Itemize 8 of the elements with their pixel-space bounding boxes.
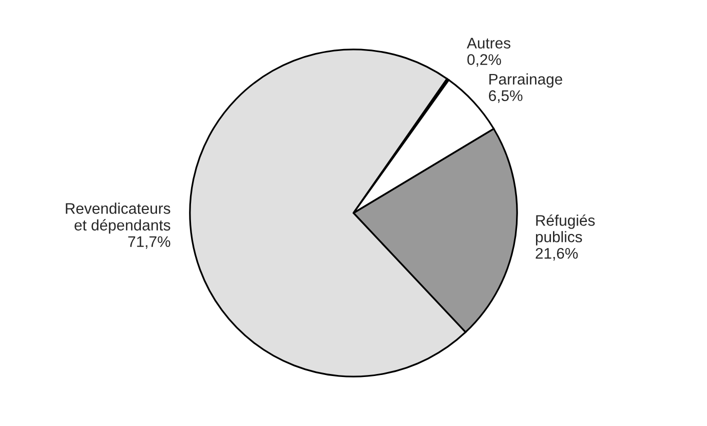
slice-label: Autres xyxy=(466,38,510,49)
data-label: 0,2% xyxy=(467,54,502,67)
data-label: 21,6% xyxy=(536,248,578,261)
slice-label: Réfugiés publics xyxy=(536,214,595,246)
data-label: 71,7% xyxy=(128,236,170,249)
data-label: 6,5% xyxy=(488,90,522,103)
slice-label: Revendicateurs et dépendants xyxy=(66,202,170,234)
slice-label: Parrainage xyxy=(489,73,562,88)
